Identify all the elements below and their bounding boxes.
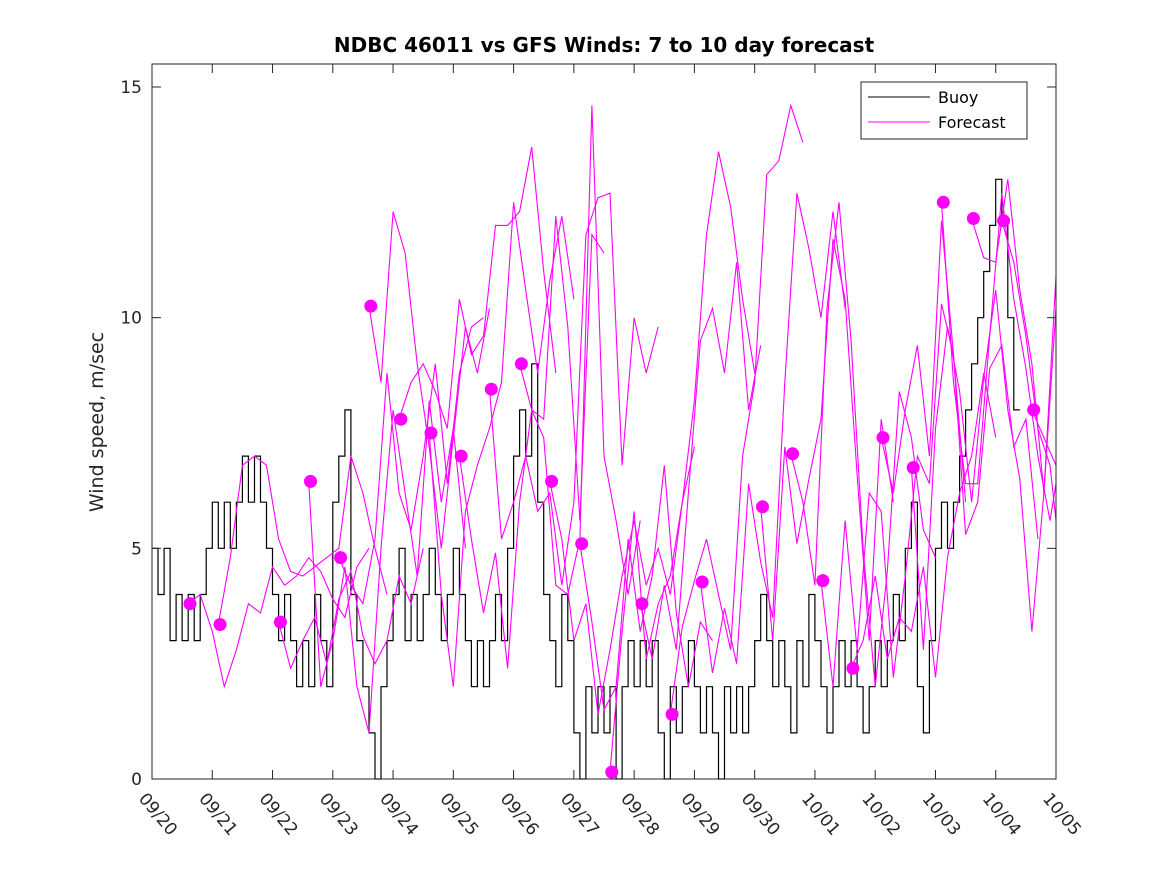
forecast-marker <box>364 299 378 313</box>
forecast-line <box>519 105 641 596</box>
buoy-line <box>152 178 1020 780</box>
forecast-line <box>850 372 997 678</box>
forecast-marker <box>665 707 679 721</box>
y-tick-label: 15 <box>120 78 142 98</box>
plot-area <box>152 103 1057 780</box>
forecast-marker <box>514 357 528 371</box>
forecast-marker <box>304 474 317 488</box>
x-tick-label: 10/05 <box>1038 789 1085 839</box>
forecast-marker <box>695 575 709 589</box>
forecast-marker <box>846 661 860 675</box>
axes-box <box>151 63 1057 780</box>
x-tick-label: 09/21 <box>194 789 241 839</box>
forecast-marker <box>454 449 468 463</box>
forecast-marker <box>424 426 438 440</box>
forecast-marker <box>484 382 498 396</box>
buoy-series <box>152 178 1020 780</box>
x-tick-label: 09/26 <box>496 789 543 839</box>
x-tick-label: 09/29 <box>677 789 724 839</box>
forecast-line <box>760 239 894 641</box>
forecast-line <box>639 262 762 660</box>
forecast-line <box>428 202 575 687</box>
forecast-marker <box>545 474 559 488</box>
x-tick-label: 09/30 <box>737 789 784 839</box>
legend-buoy-label: Buoy <box>938 88 978 107</box>
forecast-marker <box>635 597 649 611</box>
forecast-marker <box>936 195 950 209</box>
forecast-line <box>398 146 557 429</box>
forecast-line <box>609 151 756 773</box>
y-tick-label: 5 <box>131 539 142 559</box>
x-tick-label: 09/24 <box>375 789 422 839</box>
forecast-line <box>910 289 1057 650</box>
x-tick-label: 09/22 <box>255 789 302 839</box>
forecast-line <box>278 548 424 670</box>
forecast-marker <box>1027 403 1041 417</box>
x-tick-label: 09/23 <box>315 789 362 839</box>
forecast-line <box>971 179 1057 494</box>
legend-forecast-label: Forecast <box>938 113 1006 132</box>
y-axis-label: Wind speed, m/sec <box>86 332 108 512</box>
forecast-marker <box>394 412 408 426</box>
forecast-line <box>187 547 370 689</box>
x-tick-label: 10/01 <box>797 789 844 839</box>
y-axis: 0 5 10 15 <box>120 78 1056 790</box>
x-tick-label: 09/27 <box>556 789 603 839</box>
forecast-line <box>699 192 846 674</box>
forecast-line <box>820 303 967 687</box>
forecast-marker <box>906 461 920 475</box>
forecast-line <box>1001 220 1057 521</box>
forecast-line <box>308 400 466 734</box>
y-tick-label: 0 <box>131 770 142 790</box>
forecast-marker <box>605 765 619 779</box>
legend-box <box>860 81 1028 140</box>
forecast-marker <box>876 431 890 445</box>
x-tick-label: 09/25 <box>436 789 483 839</box>
forecast-series <box>187 103 1057 773</box>
x-tick-label: 10/04 <box>978 789 1025 839</box>
forecast-markers <box>183 195 1041 779</box>
x-tick-label: 09/20 <box>134 789 181 839</box>
forecast-marker <box>756 500 769 514</box>
legend: Buoy Forecast <box>860 81 1028 140</box>
x-tick-label: 10/03 <box>918 789 965 839</box>
x-tick-label: 09/28 <box>616 789 663 839</box>
forecast-marker <box>183 597 197 611</box>
forecast-marker <box>334 551 348 565</box>
forecast-marker <box>213 618 227 631</box>
forecast-line <box>368 211 491 549</box>
forecast-marker <box>786 447 800 461</box>
forecast-marker <box>816 574 830 588</box>
forecast-line <box>1031 409 1057 466</box>
chart-title: NDBC 46011 vs GFS Winds: 7 to 10 day for… <box>334 33 875 57</box>
forecast-marker <box>575 537 589 551</box>
forecast-marker <box>997 214 1011 228</box>
forecast-line <box>217 455 388 625</box>
forecast-marker <box>966 212 980 225</box>
forecast-marker <box>273 615 287 629</box>
forecast-line <box>790 202 937 687</box>
forecast-line <box>338 317 484 606</box>
y-tick-label: 10 <box>120 309 142 329</box>
forecast-line <box>549 446 695 715</box>
forecast-line <box>488 192 659 586</box>
x-tick-label: 10/02 <box>857 789 904 839</box>
forecast-line <box>669 103 804 715</box>
